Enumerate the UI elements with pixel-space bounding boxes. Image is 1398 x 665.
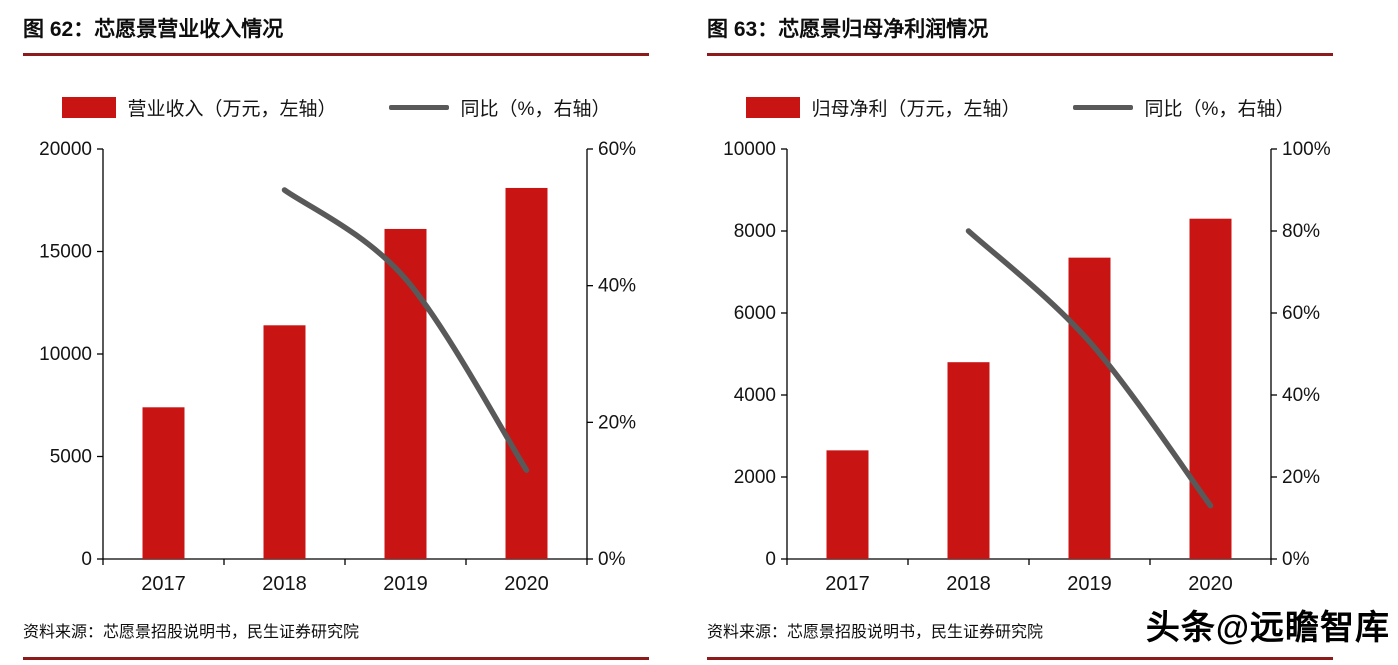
figure-title: 图 63：芯愿景归母净利润情况 xyxy=(707,18,989,41)
svg-text:80%: 80% xyxy=(1282,221,1320,242)
svg-text:0%: 0% xyxy=(598,549,626,570)
chart-legend: 营业收入（万元，左轴） 同比（%，右轴） xyxy=(23,94,649,120)
svg-text:60%: 60% xyxy=(598,139,636,160)
bottom-divider xyxy=(23,657,649,660)
svg-text:2020: 2020 xyxy=(1188,573,1233,595)
source-note: 资料来源：芯愿景招股说明书，民生证券研究院 xyxy=(23,624,360,641)
source-note: 资料来源：芯愿景招股说明书，民生证券研究院 xyxy=(707,624,1044,641)
bottom-divider xyxy=(707,657,1333,660)
figure-revenue: 图 62：芯愿景营业收入情况 营业收入（万元，左轴） 同比（%，右轴） 0 500… xyxy=(23,0,649,665)
svg-text:10000: 10000 xyxy=(723,139,776,160)
figure-net-profit: 图 63：芯愿景归母净利润情况 归母净利（万元，左轴） 同比（%，右轴） 0 20… xyxy=(707,0,1333,665)
svg-text:60%: 60% xyxy=(1282,303,1320,324)
svg-text:6000: 6000 xyxy=(734,303,776,324)
figure-title: 图 62：芯愿景营业收入情况 xyxy=(23,18,284,41)
legend-label-bar: 营业收入（万元，左轴） xyxy=(127,98,337,120)
bar-line-chart-revenue: 0 5000 10000 15000 20000 0% 20% 40% 60% 2017 2018 2… xyxy=(39,139,636,595)
line-swatch xyxy=(388,104,449,110)
bar-swatch xyxy=(745,96,800,118)
svg-text:8000: 8000 xyxy=(734,221,776,242)
legend-label-bar: 归母净利（万元，左轴） xyxy=(811,98,1021,120)
chart-legend: 归母净利（万元，左轴） 同比（%，右轴） xyxy=(707,94,1333,120)
legend-label-line: 同比（%，右轴） xyxy=(460,98,611,120)
legend-item-bar: 营业收入（万元，左轴） xyxy=(61,94,337,121)
legend-item-bar: 归母净利（万元，左轴） xyxy=(745,94,1021,121)
svg-text:4000: 4000 xyxy=(734,385,776,406)
svg-text:2020: 2020 xyxy=(504,573,549,595)
svg-text:2019: 2019 xyxy=(1067,573,1112,595)
svg-text:2018: 2018 xyxy=(262,573,307,595)
svg-text:0: 0 xyxy=(765,549,776,570)
legend-item-line: 同比（%，右轴） xyxy=(1072,94,1295,121)
svg-text:2000: 2000 xyxy=(734,467,776,488)
title-divider xyxy=(23,53,649,56)
svg-text:20000: 20000 xyxy=(39,139,92,160)
svg-text:100%: 100% xyxy=(1282,139,1331,160)
svg-text:5000: 5000 xyxy=(50,447,92,468)
watermark-toutiao-yuanzhan: 头条@远瞻智库 xyxy=(1145,609,1390,647)
line-swatch xyxy=(1072,104,1133,110)
svg-text:40%: 40% xyxy=(598,276,636,297)
legend-label-line: 同比（%，右轴） xyxy=(1144,98,1295,120)
svg-text:2019: 2019 xyxy=(383,573,428,595)
bar-line-chart-net-profit: 0 2000 4000 6000 8000 10000 0% 20% 40% 60% 80% 100%… xyxy=(723,139,1331,595)
title-divider xyxy=(707,53,1333,56)
svg-text:0: 0 xyxy=(81,549,92,570)
svg-text:2017: 2017 xyxy=(825,573,870,595)
svg-text:15000: 15000 xyxy=(39,242,92,263)
svg-text:0%: 0% xyxy=(1282,549,1310,570)
svg-text:40%: 40% xyxy=(1282,385,1320,406)
svg-text:2017: 2017 xyxy=(141,573,186,595)
svg-text:20%: 20% xyxy=(598,412,636,433)
legend-item-line: 同比（%，右轴） xyxy=(388,94,611,121)
svg-text:2018: 2018 xyxy=(946,573,991,595)
svg-text:20%: 20% xyxy=(1282,467,1320,488)
svg-text:10000: 10000 xyxy=(39,344,92,365)
bar-swatch xyxy=(61,96,116,118)
